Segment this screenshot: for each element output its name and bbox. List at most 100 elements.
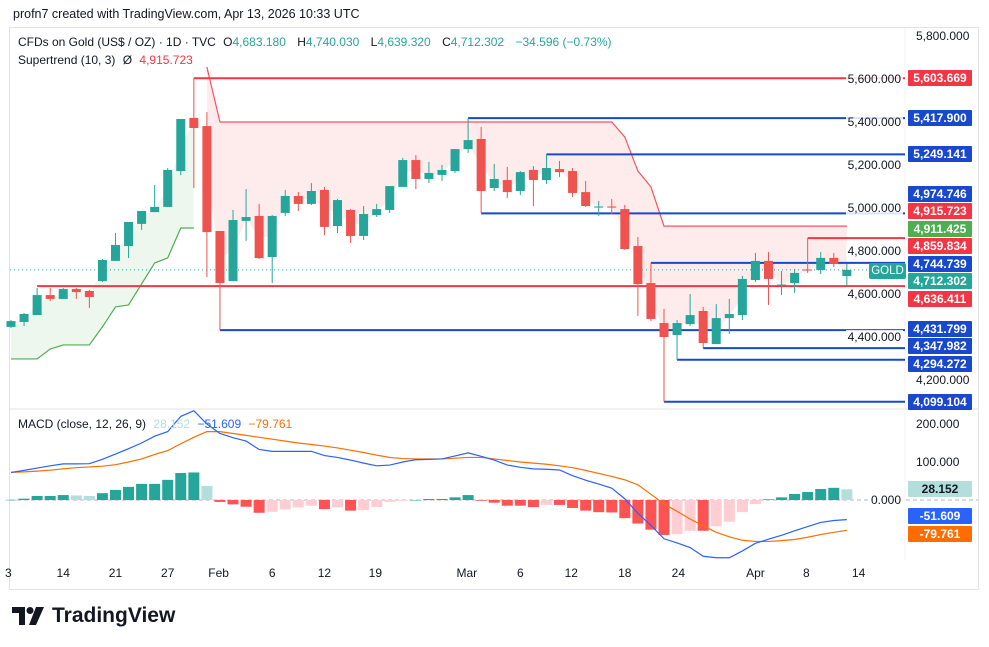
- price-tick: 5,600.000: [845, 72, 903, 86]
- macd-histogram-bar: [214, 500, 226, 502]
- macd-histogram-bar: [527, 500, 539, 508]
- candle-body: [150, 206, 160, 213]
- high-label: H: [297, 35, 306, 49]
- candle: [137, 211, 147, 230]
- candle: [790, 269, 800, 293]
- candle: [319, 186, 329, 236]
- candle-body: [372, 209, 382, 216]
- candle-body: [163, 169, 173, 207]
- chart-frame: [9, 27, 979, 590]
- price-label: 4,294.272: [908, 355, 972, 372]
- price-label: 5,417.900: [908, 110, 972, 127]
- candle: [528, 166, 538, 207]
- price-label: 4,712.302: [908, 273, 972, 290]
- price-tick: 4,600.000: [845, 287, 903, 301]
- candle-body: [306, 191, 316, 204]
- candle: [463, 118, 473, 153]
- indicator-name: Supertrend (10, 3): [18, 53, 116, 67]
- macd-histogram-bar: [514, 500, 526, 506]
- candle: [829, 252, 839, 267]
- candle-body: [293, 195, 303, 204]
- macd-tick: 0.000: [868, 493, 903, 507]
- price-label: 5,603.669: [908, 70, 972, 87]
- candle-body: [346, 209, 356, 236]
- macd-histogram-bar: [18, 498, 30, 500]
- macd-histogram-bar: [175, 473, 187, 500]
- candle-body: [254, 215, 264, 259]
- candle-body: [541, 168, 551, 181]
- supertrend-up-line: [11, 227, 194, 360]
- supertrend-legend[interactable]: Supertrend (10, 3) Ø 4,915.723: [18, 53, 197, 67]
- candle-body: [411, 160, 421, 179]
- candle-body: [724, 313, 734, 319]
- candle: [346, 209, 356, 244]
- candle-body: [763, 260, 773, 279]
- candle: [280, 189, 290, 216]
- macd-histogram-bar: [540, 500, 552, 505]
- macd-label: -79.761: [908, 525, 972, 542]
- macd-histogram-bar: [736, 500, 748, 513]
- candle: [476, 126, 486, 214]
- macd-histogram-bar: [149, 483, 161, 500]
- eye-off-icon[interactable]: Ø: [122, 53, 133, 67]
- macd-histogram-bar: [109, 489, 121, 500]
- candle-body: [280, 195, 290, 213]
- macd-histogram-bar: [136, 483, 148, 500]
- candle-body: [437, 169, 447, 175]
- candle: [816, 252, 826, 275]
- candle: [594, 200, 604, 216]
- candle-body: [202, 126, 212, 233]
- high-value: 4,740.030: [305, 35, 360, 49]
- macd-hist-value: 28.152: [153, 417, 191, 431]
- candle-body: [790, 272, 800, 284]
- macd-signal-value: −79.761: [248, 417, 293, 431]
- macd-name: MACD (close, 12, 26, 9): [18, 417, 147, 431]
- candle: [502, 166, 512, 199]
- macd-histogram-bar: [423, 498, 435, 500]
- price-tick: 5,000.000: [845, 201, 903, 215]
- macd-tick: 100.000: [916, 455, 960, 469]
- macd-histogram-bar: [815, 488, 827, 500]
- candle-body: [228, 220, 238, 282]
- macd-histogram-bar: [410, 500, 422, 501]
- candle: [124, 221, 134, 259]
- candle-body: [829, 257, 839, 264]
- candle: [777, 270, 787, 296]
- tradingview-logo[interactable]: TradingView: [12, 604, 175, 628]
- candle-body: [659, 323, 669, 337]
- candle-body: [685, 315, 695, 325]
- macd-histogram-bar: [240, 500, 252, 507]
- candle: [763, 252, 773, 305]
- price-tick: 5,400.000: [845, 115, 903, 129]
- candle: [489, 163, 499, 192]
- candle: [698, 306, 708, 349]
- macd-histogram-bar: [266, 500, 278, 512]
- candle: [306, 183, 316, 205]
- symbol-legend[interactable]: CFDs on Gold (US$ / OZ) · 1D · TVC O4,68…: [18, 35, 616, 49]
- time-tick: 12: [317, 566, 332, 580]
- candle-body: [385, 186, 395, 210]
- close-label: C: [442, 35, 451, 49]
- candle-body: [58, 289, 68, 299]
- price-label: 4,636.411: [908, 290, 972, 307]
- candle: [555, 160, 565, 178]
- open-label: O: [223, 35, 233, 49]
- candle-body: [215, 231, 225, 284]
- time-tick: Feb: [208, 566, 229, 580]
- macd-histogram-bar: [201, 485, 213, 500]
- macd-histogram-bar: [5, 499, 17, 501]
- candle-body: [137, 211, 147, 224]
- tradingview-logo-icon: [12, 607, 44, 625]
- candle-body: [581, 192, 591, 207]
- candle-body: [515, 172, 525, 192]
- macd-histogram-bar: [371, 500, 383, 508]
- candle: [607, 198, 617, 215]
- macd-histogram-bar: [710, 500, 722, 527]
- macd-histogram-bar: [305, 500, 317, 506]
- macd-histogram-bar: [227, 500, 239, 505]
- price-tick: 5,200.000: [845, 158, 903, 172]
- macd-histogram-bar: [57, 495, 69, 500]
- macd-legend[interactable]: MACD (close, 12, 26, 9) 28.152 −51.609 −…: [18, 417, 296, 431]
- candle: [32, 287, 42, 316]
